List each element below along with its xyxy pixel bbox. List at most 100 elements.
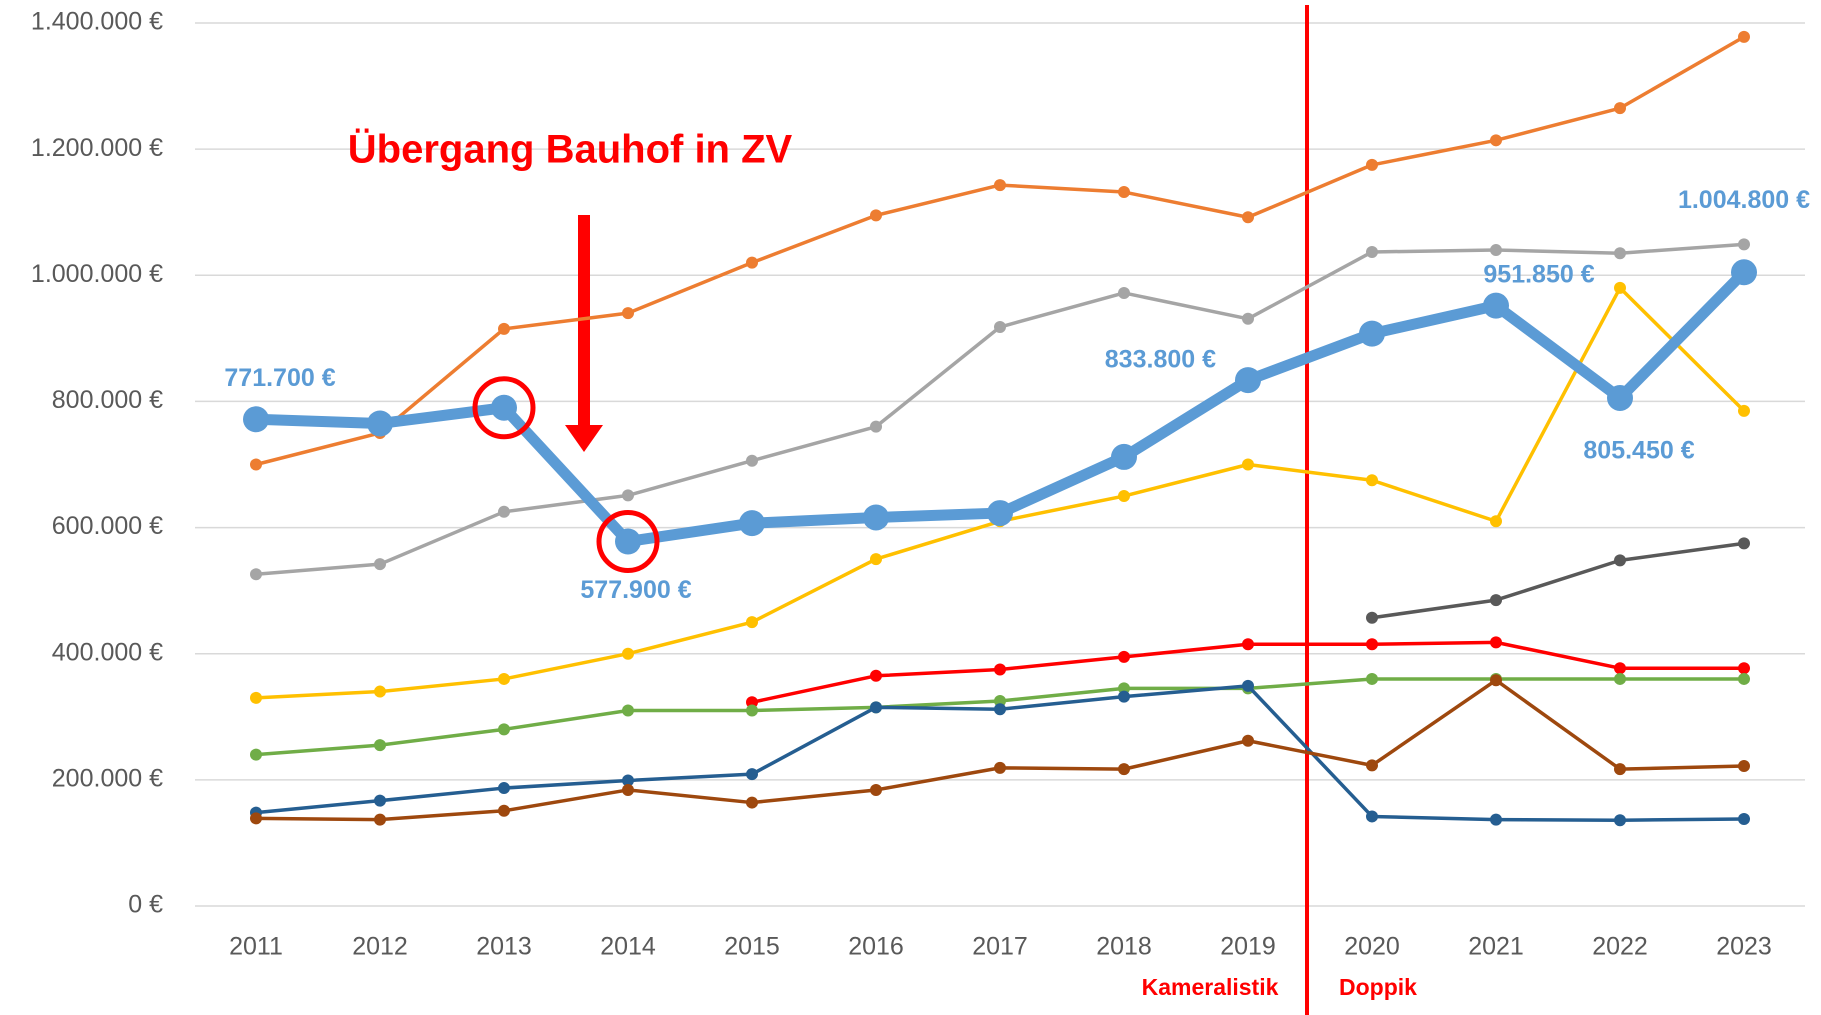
annotation: Kameralistik	[1142, 974, 1279, 1000]
data-point	[622, 774, 634, 787]
data-label: 1.004.800 €	[1678, 186, 1810, 214]
y-tick-label: 600.000 €	[52, 512, 163, 540]
highlight-circle	[472, 376, 536, 440]
data-point	[374, 794, 386, 807]
data-point	[1235, 367, 1261, 394]
data-point	[1738, 537, 1750, 550]
x-tick-label: 2015	[724, 933, 780, 961]
highlight-circle	[596, 510, 660, 574]
data-point	[1366, 245, 1378, 258]
x-tick-label: 2017	[972, 933, 1028, 961]
data-point	[243, 406, 269, 433]
data-point	[870, 420, 882, 433]
data-point	[374, 813, 386, 826]
data-point	[498, 723, 510, 736]
data-point	[1366, 611, 1378, 624]
data-point	[1242, 312, 1254, 325]
data-point	[1483, 292, 1509, 319]
data-point	[739, 510, 765, 537]
data-label: 805.450 €	[1583, 437, 1694, 465]
data-point	[622, 783, 634, 796]
y-tick-label: 400.000 €	[52, 638, 163, 666]
data-point	[498, 804, 510, 817]
data-point	[622, 647, 634, 660]
data-point	[994, 695, 1006, 708]
data-point	[1738, 812, 1750, 825]
series-line	[1371, 541, 1745, 620]
data-point	[870, 701, 882, 714]
data-point	[1359, 320, 1385, 347]
data-point	[498, 505, 510, 518]
x-tick-label: 2022	[1592, 933, 1648, 961]
data-point	[1490, 515, 1502, 528]
data-point	[870, 553, 882, 566]
data-point	[1738, 30, 1750, 43]
data-point	[1366, 759, 1378, 772]
data-point	[994, 321, 1006, 334]
data-point	[1366, 638, 1378, 651]
data-point	[1118, 690, 1130, 703]
data-point	[746, 796, 758, 809]
data-point	[250, 812, 262, 825]
data-label: 951.850 €	[1483, 260, 1594, 288]
data-point	[994, 179, 1006, 192]
data-point	[1614, 102, 1626, 115]
data-point	[1614, 554, 1626, 567]
x-tick-label: 2020	[1344, 933, 1400, 961]
data-point	[367, 410, 393, 437]
y-tick-label: 1.200.000 €	[31, 134, 163, 162]
data-point	[1366, 672, 1378, 685]
data-point	[863, 504, 889, 531]
data-point	[1738, 759, 1750, 772]
data-point	[615, 528, 641, 555]
x-tick-label: 2019	[1220, 933, 1276, 961]
data-point	[1118, 763, 1130, 776]
data-point	[1614, 672, 1626, 685]
y-tick-label: 200.000 €	[52, 764, 163, 792]
data-point	[1614, 763, 1626, 776]
data-point	[994, 703, 1006, 716]
data-point	[622, 307, 634, 320]
data-point	[1614, 247, 1626, 260]
data-point	[1738, 238, 1750, 251]
data-point	[1242, 211, 1254, 224]
data-point	[746, 696, 758, 709]
data-point	[491, 394, 517, 421]
data-point	[498, 782, 510, 795]
data-point	[1614, 281, 1626, 294]
annotation: Übergang Bauhof in ZV	[348, 127, 793, 172]
data-point	[374, 739, 386, 752]
data-point	[1490, 674, 1502, 687]
data-point	[250, 568, 262, 581]
data-point	[1111, 443, 1137, 470]
data-label: 771.700 €	[224, 364, 335, 392]
data-point	[994, 663, 1006, 676]
data-point	[1731, 259, 1757, 286]
data-point	[1118, 650, 1130, 663]
data-point	[1118, 682, 1130, 695]
data-point	[1614, 814, 1626, 827]
data-point	[1607, 384, 1633, 411]
data-point	[498, 322, 510, 335]
data-point	[1366, 810, 1378, 823]
data-point	[746, 616, 758, 629]
data-label: 577.900 €	[580, 576, 691, 604]
y-tick-label: 0 €	[128, 891, 163, 919]
y-tick-label: 1.400.000 €	[31, 8, 163, 36]
data-point	[994, 761, 1006, 774]
data-point	[250, 748, 262, 761]
data-point	[1490, 134, 1502, 147]
data-point	[1490, 636, 1502, 649]
data-point	[870, 209, 882, 222]
data-point	[1118, 186, 1130, 199]
data-point	[1614, 662, 1626, 675]
x-tick-label: 2012	[352, 933, 408, 961]
x-tick-label: 2014	[600, 933, 656, 961]
data-point	[374, 685, 386, 698]
data-point	[250, 691, 262, 704]
arrow	[565, 215, 603, 452]
data-point	[1738, 672, 1750, 685]
data-point	[1242, 458, 1254, 471]
data-point	[622, 489, 634, 502]
